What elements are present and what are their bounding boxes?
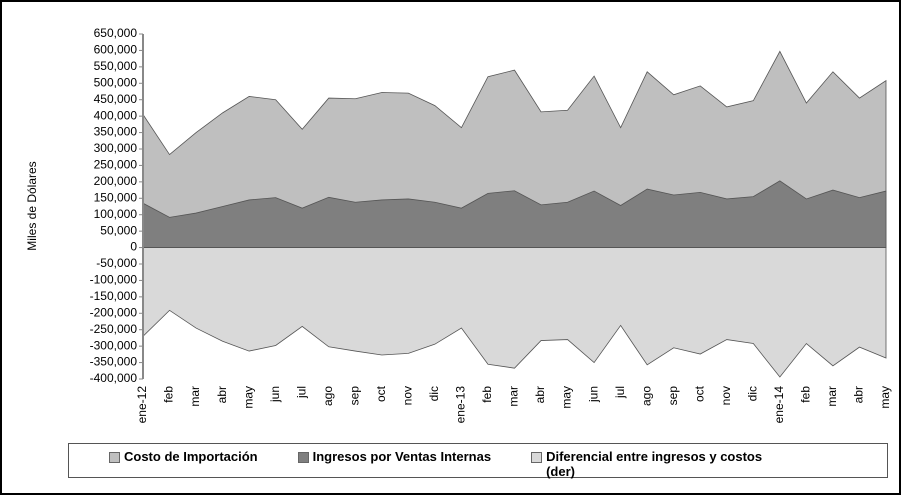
x-tick-label: mar bbox=[507, 386, 521, 407]
x-tick-label: jul bbox=[294, 386, 308, 399]
x-tick-label: dic bbox=[745, 386, 759, 401]
y-tick-label: 350,000 bbox=[94, 125, 138, 139]
x-tick-label: abr bbox=[533, 386, 547, 403]
y-tick-label: -100,000 bbox=[90, 273, 138, 287]
y-tick-label: -400,000 bbox=[90, 371, 138, 385]
x-tick-label: ago bbox=[639, 386, 653, 406]
legend-item: Costo de Importación bbox=[69, 444, 258, 477]
legend-swatch bbox=[531, 452, 543, 463]
x-tick-label: jul bbox=[613, 386, 627, 399]
legend: Costo de Importación Ingresos por Ventas … bbox=[68, 443, 888, 479]
y-tick-label: -200,000 bbox=[90, 305, 138, 319]
y-tick-label: -250,000 bbox=[90, 322, 138, 336]
legend-swatch bbox=[297, 452, 309, 463]
x-tick-label: may bbox=[560, 386, 574, 409]
y-tick-label: 450,000 bbox=[94, 92, 138, 106]
x-tick-label: feb bbox=[162, 386, 176, 403]
x-tick-label: jun bbox=[586, 386, 600, 403]
x-tick-label: oct bbox=[692, 385, 706, 402]
x-tick-label: mar bbox=[188, 386, 202, 407]
y-tick-label: -150,000 bbox=[90, 289, 138, 303]
x-tick-label: ene-14 bbox=[772, 386, 786, 424]
legend-item: Diferencial entre ingresos y costos (der… bbox=[491, 444, 771, 479]
y-tick-label: 400,000 bbox=[94, 108, 138, 122]
area bbox=[142, 180, 887, 248]
x-tick-label: ago bbox=[321, 386, 335, 406]
x-tick-label: mar bbox=[825, 386, 839, 407]
y-tick-label: 550,000 bbox=[94, 59, 138, 73]
x-tick-label: ene-13 bbox=[454, 386, 468, 424]
x-tick-label: nov bbox=[401, 386, 415, 405]
y-tick-label: -300,000 bbox=[90, 338, 138, 352]
x-tick-label: may bbox=[878, 386, 892, 409]
y-tick-label: 150,000 bbox=[94, 190, 138, 204]
x-tick-label: may bbox=[241, 386, 255, 409]
y-tick-label: 50,000 bbox=[100, 223, 137, 237]
y-tick-label: 650,000 bbox=[94, 26, 138, 40]
legend-label: Costo de Importación bbox=[124, 449, 258, 464]
y-tick-label: 250,000 bbox=[94, 158, 138, 172]
legend-label: Ingresos por Ventas Internas bbox=[312, 449, 492, 464]
x-tick-label: ene-12 bbox=[135, 386, 149, 424]
y-tick-label: 600,000 bbox=[94, 43, 138, 57]
x-tick-label: sep bbox=[347, 386, 361, 406]
y-tick-label: -350,000 bbox=[90, 355, 138, 369]
y-tick-label: 300,000 bbox=[94, 141, 138, 155]
y-tick-label: 500,000 bbox=[94, 75, 138, 89]
x-tick-label: abr bbox=[215, 386, 229, 403]
x-tick-label: oct bbox=[374, 385, 388, 402]
x-tick-label: abr bbox=[852, 386, 866, 403]
legend-swatch bbox=[109, 452, 120, 463]
area bbox=[142, 247, 887, 378]
x-tick-label: feb bbox=[799, 386, 813, 403]
legend-label: Diferencial entre ingresos y costos (der… bbox=[546, 449, 763, 479]
y-axis-label: Miles de Dólares bbox=[25, 161, 39, 250]
y-tick-label: -50,000 bbox=[96, 256, 137, 270]
x-tick-label: jun bbox=[268, 386, 282, 403]
x-tick-label: feb bbox=[480, 386, 494, 403]
x-tick-label: sep bbox=[666, 386, 680, 406]
x-tick-label: nov bbox=[719, 386, 733, 405]
y-tick-label: 200,000 bbox=[94, 174, 138, 188]
x-tick-label: dic bbox=[427, 386, 441, 401]
legend-item: Ingresos por Ventas Internas bbox=[258, 444, 491, 477]
y-tick-label: 0 bbox=[130, 240, 137, 254]
y-tick-label: 100,000 bbox=[94, 207, 138, 221]
